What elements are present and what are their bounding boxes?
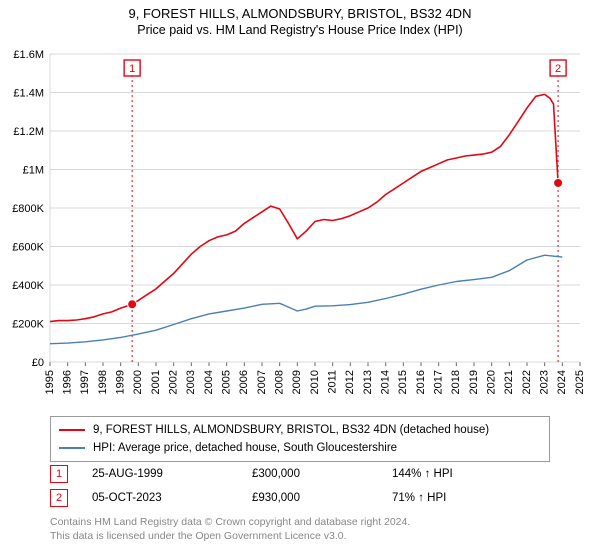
svg-text:2014: 2014	[380, 370, 392, 394]
svg-text:2002: 2002	[168, 370, 180, 394]
svg-text:2015: 2015	[397, 370, 409, 394]
svg-text:1997: 1997	[79, 370, 91, 394]
svg-text:1999: 1999	[115, 370, 127, 394]
svg-text:2010: 2010	[309, 370, 321, 394]
marker-price: £300,000	[252, 468, 392, 480]
legend-label: HPI: Average price, detached house, Sout…	[93, 442, 397, 454]
legend-item: 9, FOREST HILLS, ALMONDSBURY, BRISTOL, B…	[59, 421, 541, 439]
svg-text:1: 1	[129, 63, 135, 75]
footer-note: Contains HM Land Registry data © Crown c…	[50, 516, 550, 543]
svg-text:2019: 2019	[468, 370, 480, 394]
svg-text:2025: 2025	[574, 370, 586, 394]
svg-text:2009: 2009	[291, 370, 303, 394]
svg-text:£1.4M: £1.4M	[13, 88, 44, 100]
svg-text:2004: 2004	[203, 370, 215, 394]
chart-svg: £0 £200K £400K £600K £800K £1M £1.2M £1.4M £1.6M…	[0, 44, 600, 406]
svg-text:2001: 2001	[150, 370, 162, 394]
svg-text:2023: 2023	[539, 370, 551, 394]
svg-text:£1.6M: £1.6M	[13, 49, 44, 61]
marker-date: 05-OCT-2023	[92, 492, 252, 504]
marker-date: 25-AUG-1999	[92, 468, 252, 480]
title-main: 9, FOREST HILLS, ALMONDSBURY, BRISTOL, B…	[0, 6, 600, 21]
marker-badge: 1	[50, 465, 68, 483]
svg-text:2022: 2022	[521, 370, 533, 394]
chart-area: £0 £200K £400K £600K £800K £1M £1.2M £1.4M £1.6M…	[0, 44, 600, 406]
svg-text:2005: 2005	[221, 370, 233, 394]
footer-line-2: This data is licensed under the Open Gov…	[50, 530, 550, 544]
svg-text:2011: 2011	[327, 370, 339, 394]
marker-delta: 144% ↑ HPI	[392, 468, 512, 480]
marker-table: 1 25-AUG-1999£300,000144% ↑ HPI 2 05-OCT-20…	[50, 462, 550, 510]
legend-label: 9, FOREST HILLS, ALMONDSBURY, BRISTOL, B…	[93, 424, 489, 436]
svg-text:2020: 2020	[486, 370, 498, 394]
svg-text:2024: 2024	[556, 370, 568, 394]
legend-swatch	[59, 429, 85, 431]
marker-row: 1 25-AUG-1999£300,000144% ↑ HPI	[50, 462, 550, 486]
svg-text:£1M: £1M	[23, 165, 44, 177]
svg-text:2013: 2013	[362, 370, 374, 394]
svg-text:£200K: £200K	[12, 319, 44, 331]
svg-text:2: 2	[555, 63, 561, 75]
title-sub: Price paid vs. HM Land Registry's House …	[0, 23, 600, 37]
svg-text:1996: 1996	[62, 370, 74, 394]
legend-swatch	[59, 447, 85, 449]
legend: 9, FOREST HILLS, ALMONDSBURY, BRISTOL, B…	[50, 416, 550, 462]
marker-row: 2 05-OCT-2023£930,00071% ↑ HPI	[50, 486, 550, 510]
title-block: 9, FOREST HILLS, ALMONDSBURY, BRISTOL, B…	[0, 0, 600, 37]
svg-text:2017: 2017	[433, 370, 445, 394]
svg-text:£1.2M: £1.2M	[13, 126, 44, 138]
svg-text:£0: £0	[32, 357, 44, 369]
svg-text:2021: 2021	[503, 370, 515, 394]
svg-text:1995: 1995	[44, 370, 56, 394]
marker-badge: 2	[50, 489, 68, 507]
marker-price: £930,000	[252, 492, 392, 504]
svg-text:2000: 2000	[132, 370, 144, 394]
svg-text:2012: 2012	[344, 370, 356, 394]
svg-text:£800K: £800K	[12, 203, 44, 215]
footer-line-1: Contains HM Land Registry data © Crown c…	[50, 516, 550, 530]
svg-text:2006: 2006	[238, 370, 250, 394]
svg-text:2016: 2016	[415, 370, 427, 394]
chart-container: 9, FOREST HILLS, ALMONDSBURY, BRISTOL, B…	[0, 0, 600, 560]
svg-text:1998: 1998	[97, 370, 109, 394]
svg-text:2003: 2003	[185, 370, 197, 394]
svg-text:£400K: £400K	[12, 280, 44, 292]
svg-text:2018: 2018	[450, 370, 462, 394]
marker-delta: 71% ↑ HPI	[392, 492, 512, 504]
svg-text:2007: 2007	[256, 370, 268, 394]
legend-item: HPI: Average price, detached house, Sout…	[59, 439, 541, 457]
svg-text:£600K: £600K	[12, 242, 44, 254]
svg-text:2008: 2008	[274, 370, 286, 394]
